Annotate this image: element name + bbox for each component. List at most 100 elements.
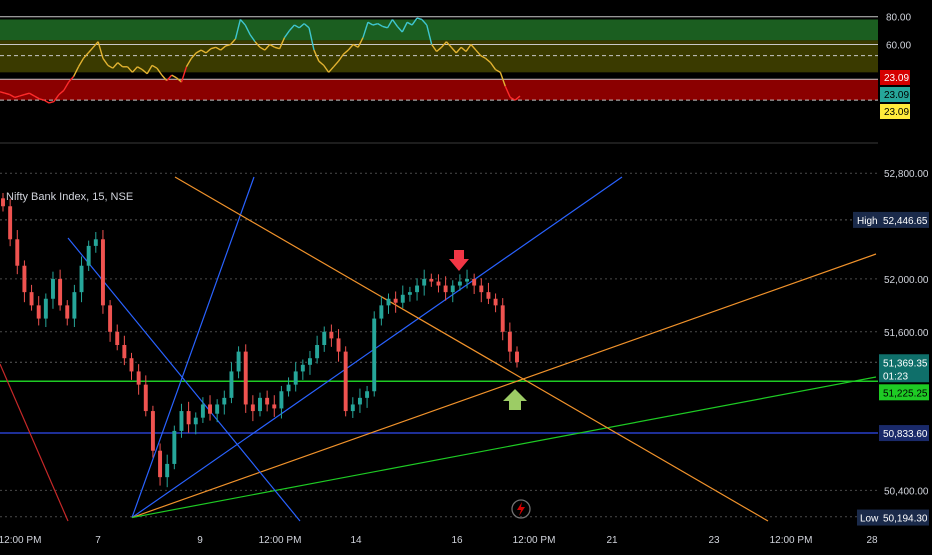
oscillator-line xyxy=(362,22,369,38)
fan-line[interactable] xyxy=(67,237,301,522)
candle-body xyxy=(457,281,462,286)
oscillator-line xyxy=(156,67,163,76)
oscillator-line xyxy=(308,27,315,51)
oscillator-line xyxy=(190,52,197,59)
time-tick: 16 xyxy=(451,535,463,546)
oscillator-line xyxy=(117,62,124,68)
oscillator-line xyxy=(382,25,388,29)
high-value-badge xyxy=(879,211,929,228)
oscillator-line xyxy=(293,24,300,29)
oscillator-line xyxy=(166,74,173,82)
oscillator-line xyxy=(97,41,104,59)
candle-body xyxy=(186,411,191,425)
candle-body xyxy=(500,305,505,332)
oscillator-line xyxy=(303,23,310,29)
candle-body xyxy=(400,294,405,303)
zone-neutral xyxy=(0,40,878,73)
high-value-text: 52,446.65 xyxy=(883,216,928,227)
oscillator-line xyxy=(215,46,222,51)
oscillator-line xyxy=(131,66,138,73)
up-arrow-icon xyxy=(503,389,527,410)
fan-line[interactable] xyxy=(131,176,623,519)
candle-body xyxy=(443,285,448,293)
candle-body xyxy=(143,384,148,412)
candle-body xyxy=(150,411,155,451)
candle-body xyxy=(372,318,377,392)
oscillator-line xyxy=(137,66,143,71)
osc-value-text: 23.09 xyxy=(884,73,909,84)
oscillator-line xyxy=(421,19,428,26)
oscillator-line xyxy=(68,76,75,83)
level-2-text: 50,833.60 xyxy=(883,429,928,440)
candle-body xyxy=(308,358,312,365)
candle-body xyxy=(286,384,291,392)
candle-body xyxy=(450,285,455,293)
oscillator-line xyxy=(171,74,177,79)
oscillator-line xyxy=(323,64,330,73)
candle-body xyxy=(1,198,5,207)
oscillator-line xyxy=(337,53,344,62)
lightning-icon[interactable] xyxy=(511,499,531,519)
candle-body xyxy=(115,331,120,345)
candle-body xyxy=(515,351,519,363)
fan-line[interactable] xyxy=(174,176,769,522)
oscillator-line xyxy=(180,66,188,83)
oscillator-line xyxy=(455,46,462,54)
oscillator-line xyxy=(313,49,320,62)
candle-body xyxy=(386,298,391,306)
fan-line[interactable] xyxy=(131,376,877,519)
oscillator-pane: 80.00 60.00 23.09 23.09 23.09 xyxy=(0,13,911,119)
candle-body xyxy=(336,338,341,352)
high-tag-badge xyxy=(853,211,879,228)
candle-body xyxy=(136,371,141,385)
candle-body xyxy=(258,397,262,412)
time-tick: 7 xyxy=(95,535,101,546)
candle-body xyxy=(72,292,77,319)
candle-body xyxy=(22,265,27,293)
candle-body xyxy=(279,391,284,409)
candle-body xyxy=(379,305,384,319)
candle-body xyxy=(215,404,220,414)
oscillator-line xyxy=(436,46,442,53)
oscillator-line xyxy=(205,48,212,54)
oscillator-line xyxy=(333,60,340,68)
price-axis[interactable]: 52,800.00 52,000.00 51,600.00 50,400.00 High… xyxy=(853,169,929,526)
oscillator-line xyxy=(328,66,335,73)
oscillator-line xyxy=(92,41,99,48)
oscillator-line xyxy=(58,89,65,96)
candle-body xyxy=(8,206,13,240)
oscillator-line xyxy=(278,37,286,49)
fan-line[interactable] xyxy=(131,176,255,518)
oscillator-line xyxy=(514,95,521,101)
low-tag-badge xyxy=(857,509,879,526)
low-tag-text: Low xyxy=(860,514,879,525)
oscillator-line xyxy=(200,49,207,54)
zone-overbought xyxy=(0,19,878,41)
fan-line[interactable] xyxy=(0,363,69,522)
candle-body xyxy=(58,278,63,306)
oscillator-line xyxy=(225,43,231,47)
oscillator-line xyxy=(440,41,447,48)
candle-body xyxy=(179,411,184,431)
oscillator-line xyxy=(29,92,35,97)
candle-body xyxy=(393,298,398,303)
oscillator-line xyxy=(485,57,492,64)
time-axis[interactable]: 12:00 PM 7 9 12:00 PM 14 16 12:00 PM 21 23 12:00 … xyxy=(0,535,878,546)
oscillator-line xyxy=(288,24,295,32)
candle-body xyxy=(300,364,305,372)
candle-body xyxy=(293,371,298,385)
candle-body xyxy=(357,397,362,405)
oscillator-line xyxy=(460,46,467,53)
fan-line[interactable] xyxy=(131,253,877,519)
candle-body xyxy=(472,278,477,286)
osc-y-tick: 80.00 xyxy=(886,13,911,24)
oscillator-line xyxy=(396,25,403,33)
oscillator-line xyxy=(0,91,6,94)
oscillator-line xyxy=(210,46,217,50)
candle-body xyxy=(65,305,70,319)
candle-body xyxy=(343,351,348,412)
oscillator-line xyxy=(269,43,276,48)
oscillator-line xyxy=(254,41,261,48)
candle-body xyxy=(165,463,170,478)
